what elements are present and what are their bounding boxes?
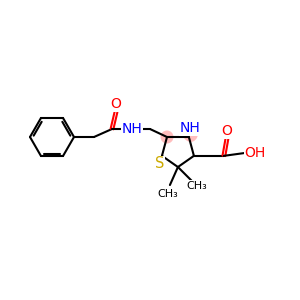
Text: O: O bbox=[111, 97, 122, 111]
Text: S: S bbox=[155, 156, 165, 171]
Text: CH₃: CH₃ bbox=[158, 189, 178, 199]
Ellipse shape bbox=[182, 122, 198, 142]
Text: OH: OH bbox=[244, 146, 266, 160]
Text: NH: NH bbox=[179, 121, 200, 135]
Ellipse shape bbox=[160, 130, 173, 143]
Text: NH: NH bbox=[122, 122, 142, 136]
Text: O: O bbox=[221, 124, 232, 138]
Text: CH₃: CH₃ bbox=[187, 181, 207, 191]
